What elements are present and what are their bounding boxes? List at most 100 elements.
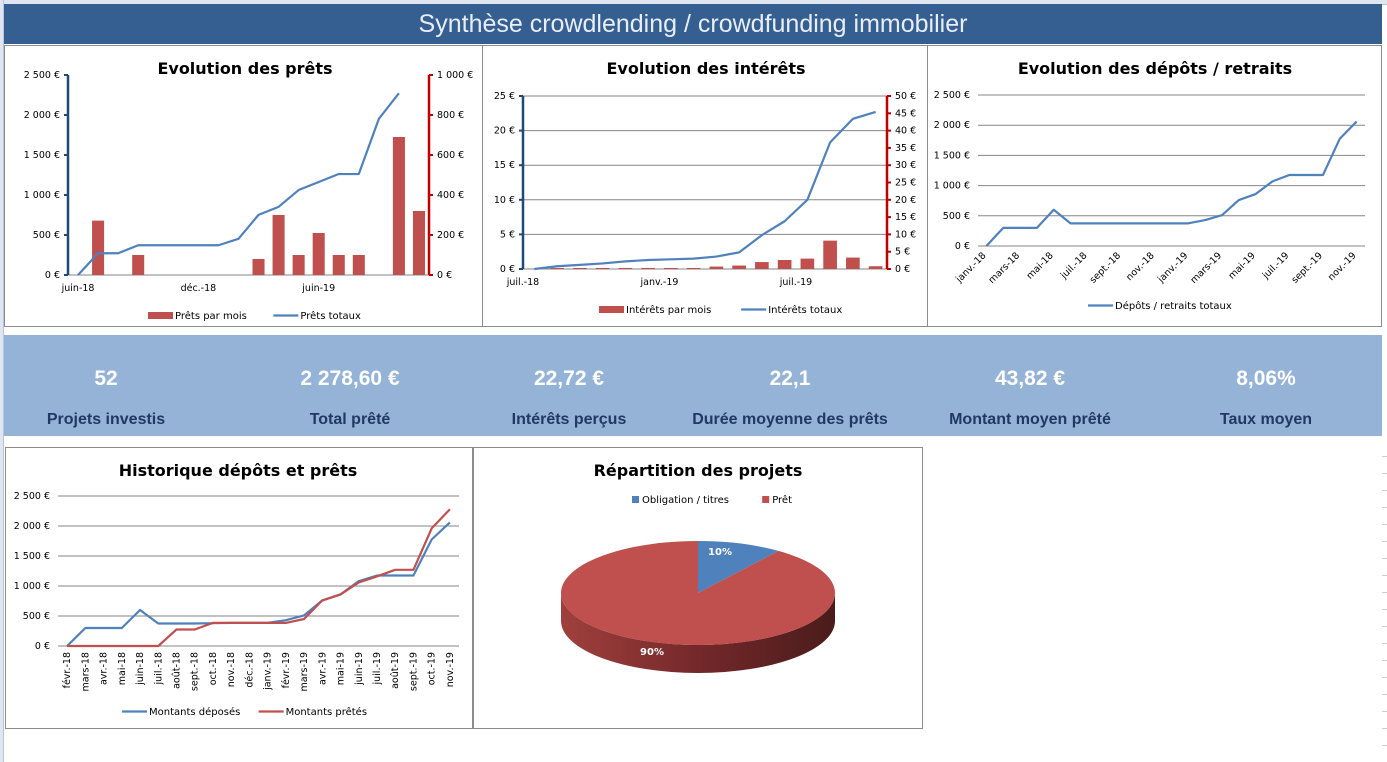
left-axis-label: 20 € [494,126,515,137]
kpi-label: Intérêts perçus [511,411,627,428]
right-axis-label: 5 € [895,247,910,258]
x-axis-label: nov.-19 [1326,250,1359,283]
chart-title: Evolution des dépôts / retraits [1018,59,1292,78]
x-axis-label: mars-19 [1188,250,1224,286]
chart-evolution-depots[interactable]: Evolution des dépôts / retraits 0 € 500 € 1… [927,45,1382,327]
x-axis-label: juin-18 [135,652,146,686]
bar [272,215,285,275]
chart-title: Historique dépôts et prêts [119,461,358,480]
x-axis-label: avr.-19 [317,652,328,685]
chart-evolution-prets[interactable]: Evolution des prêts 0 € 500 € 1 000 € 1 500 … [4,45,483,327]
bar [132,255,145,275]
left-axis-label: 25 € [494,91,515,102]
kpi-label: Projets investis [46,411,166,428]
dashboard-title: Synthèse crowdlending / crowdfunding imm… [4,4,1382,44]
x-axis-label: juil.-19 [1260,250,1291,281]
right-axis-label: 30 € [895,160,916,171]
pie-slice [560,541,835,645]
chart-title: Evolution des prêts [157,59,332,78]
pie-slice [698,541,779,593]
x-axis-label: janv.-19 [263,652,274,691]
bar [412,211,425,275]
kpi-label: Total prêté [309,411,391,428]
left-axis-label: 2 500 € [14,491,50,502]
x-axis-label: juil.-19 [779,277,812,288]
x-axis-label: nov.-19 [445,652,456,687]
legend-swatch [148,312,173,319]
chart-historique[interactable]: Historique dépôts et prêts 0 € 500 € 1 000 … [5,447,473,729]
x-axis-label: mars-18 [987,250,1023,286]
pie-side [561,593,835,673]
series-line [985,120,1358,247]
x-axis-label: nov.-18 [1124,250,1157,283]
bar [800,258,815,269]
pie-data-label: 10% [708,547,732,558]
bar [732,265,746,269]
series-line [66,521,451,647]
kpi-value: 2 278,60 € [300,367,400,390]
series-line [67,508,451,648]
bar [332,255,345,275]
x-axis-label: janv.-19 [640,277,679,288]
right-axis-label: 15 € [895,212,916,223]
legend-label: Intérêts totaux [768,304,842,316]
chart-evolution-interets[interactable]: Evolution des intérêts 0 € 5 € 10 € 15 € 20 €… [482,45,928,327]
left-axis-label: 500 € [33,230,60,241]
bar [92,220,105,275]
chart-title: Evolution des intérêts [607,59,806,78]
x-axis-label: avr.-18 [99,652,110,685]
right-axis-label: 45 € [895,108,916,119]
x-axis-label: févr.-19 [281,652,292,688]
bar [550,267,564,269]
left-axis-label: 2 000 € [934,120,970,131]
x-axis-label: oct.-19 [427,652,438,685]
chart-repartition[interactable]: Répartition des projets Obligation / titr… [473,447,923,729]
left-axis-label: 1 500 € [14,551,50,562]
right-axis-label: 1 000 € [437,70,473,81]
x-axis-label: déc.-18 [244,652,255,688]
x-axis-label: sept.-19 [408,652,419,691]
right-axis-label: 25 € [895,178,916,189]
x-axis-label: oct.-18 [208,652,219,685]
right-axis-label: 800 € [437,110,464,121]
series-line [534,110,876,271]
x-axis-label: sept.-18 [190,652,201,691]
x-axis-label: juil.-18 [506,277,539,288]
legend-label: Montants prêtés [286,706,367,718]
x-axis-label: mai-19 [336,652,347,685]
legend-label: Prêt [772,494,792,506]
left-axis-label: 5 € [500,229,515,240]
kpi-value: 8,06% [1236,367,1296,390]
right-axis-label: 600 € [437,150,464,161]
x-axis-label: janv.-18 [953,250,988,285]
kpi-label: Durée moyenne des prêts [692,411,888,428]
spreadsheet-gridlines [1382,440,1387,762]
legend-label: Prêts par mois [175,310,247,322]
chart-repartition-svg: Répartition des projets Obligation / titr… [560,461,835,673]
x-axis-label: mars-19 [299,652,310,691]
legend-label: Prêts totaux [300,310,361,322]
chart-title: Répartition des projets [594,461,803,480]
left-axis-label: 2 500 € [934,90,970,101]
left-axis-label: 2 000 € [14,521,50,532]
x-axis-label: mars-18 [80,652,91,691]
bar [868,266,883,269]
left-axis-label: 2 000 € [24,110,60,121]
x-axis-label: juin-19 [354,652,365,686]
bar [618,267,633,269]
chart-evolution-depots-svg: Evolution des dépôts / retraits 0 € 500 € 1… [934,59,1365,312]
x-axis-label: août-18 [171,652,182,689]
bar [686,267,701,269]
bar [709,266,724,269]
spreadsheet-row-headers [0,0,4,762]
x-axis-label: sept.-18 [1088,250,1123,285]
left-axis-label: 1 000 € [934,181,970,192]
left-axis-label: 15 € [494,160,515,171]
x-axis-label: juil.-19 [372,652,383,685]
x-axis-label: mai-18 [1025,250,1056,281]
series-line [77,92,400,276]
left-axis-label: 0 € [45,270,60,281]
left-axis-label: 1 500 € [934,150,970,161]
bar [352,255,365,275]
legend-label: Dépôts / retraits totaux [1115,300,1232,312]
